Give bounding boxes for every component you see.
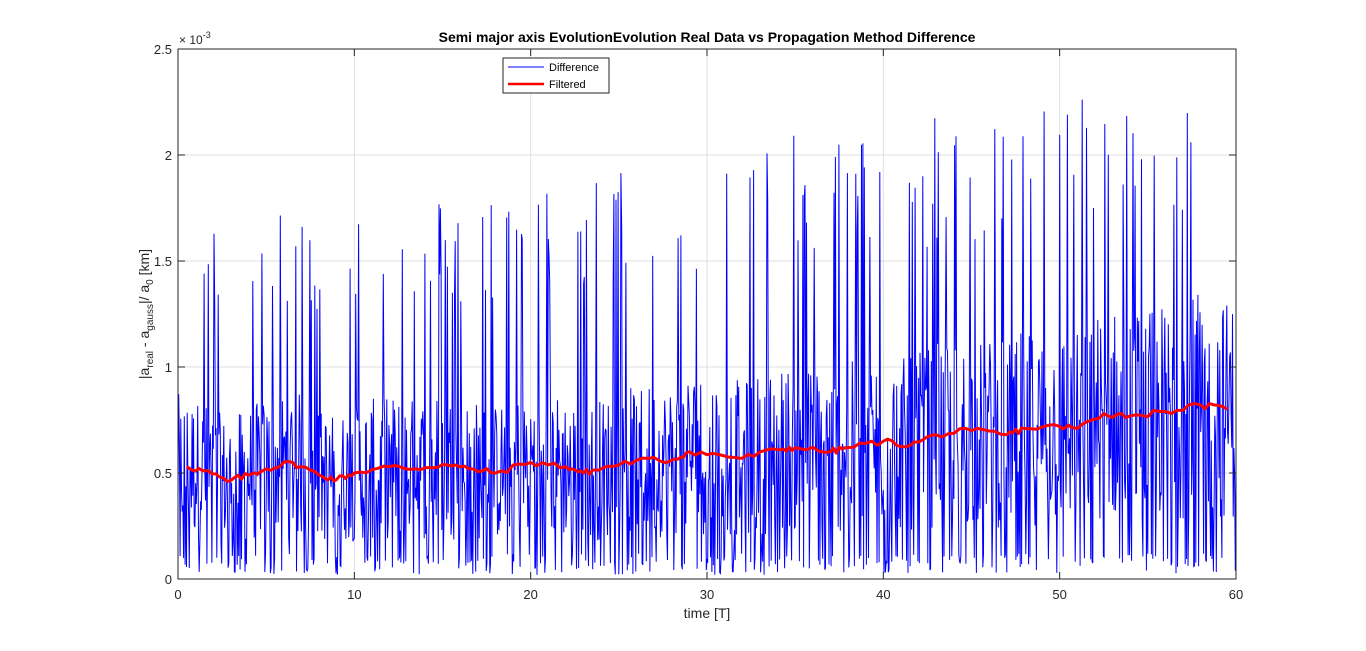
y-tick-label: 0	[165, 572, 172, 587]
y-tick-label: 2.5	[154, 42, 172, 57]
ticks	[177, 48, 1237, 580]
x-tick-label: 0	[174, 587, 181, 602]
y-tick-label: 1.5	[154, 254, 172, 269]
x-axis-label: time [T]	[684, 605, 731, 621]
y-exponent-power: -3	[203, 30, 211, 40]
y-label-part: - a	[136, 331, 152, 351]
legend-label-filtered: Filtered	[549, 79, 586, 91]
y-label-part: [km]	[136, 249, 152, 279]
tick-labels: 0 10 20 30 40 50 60 0 0.5 1 1.5 2 2.5	[154, 42, 1243, 602]
x-tick-label: 60	[1229, 587, 1243, 602]
series-layer	[177, 99, 1237, 575]
legend-box	[502, 57, 610, 94]
y-tick-label: 2	[165, 148, 172, 163]
series-line-difference	[177, 99, 1237, 575]
legend-label-difference: Difference	[549, 62, 599, 74]
x-tick-label: 20	[523, 587, 537, 602]
y-label-part: |a	[136, 367, 152, 379]
x-tick-label: 50	[1052, 587, 1066, 602]
y-tick-label: 1	[165, 360, 172, 375]
y-axis-label: |areal - agauss|/ a0 [km]	[136, 249, 156, 379]
chart-title: Semi major axis EvolutionEvolution Real …	[439, 29, 976, 45]
x-tick-label: 10	[347, 587, 361, 602]
y-exponent-label: × 10-3	[179, 30, 211, 47]
x-tick-label: 30	[700, 587, 714, 602]
series-line-filtered	[185, 402, 1229, 483]
legend: Difference Filtered	[502, 57, 610, 94]
y-label-sub: 0	[145, 279, 156, 285]
y-label-sub: real	[145, 351, 156, 368]
y-exponent-base: × 10	[179, 33, 203, 47]
y-label-sub: gauss	[145, 304, 156, 331]
y-tick-label: 0.5	[154, 466, 172, 481]
y-label-part: |/ a	[136, 285, 152, 304]
x-tick-label: 40	[876, 587, 890, 602]
